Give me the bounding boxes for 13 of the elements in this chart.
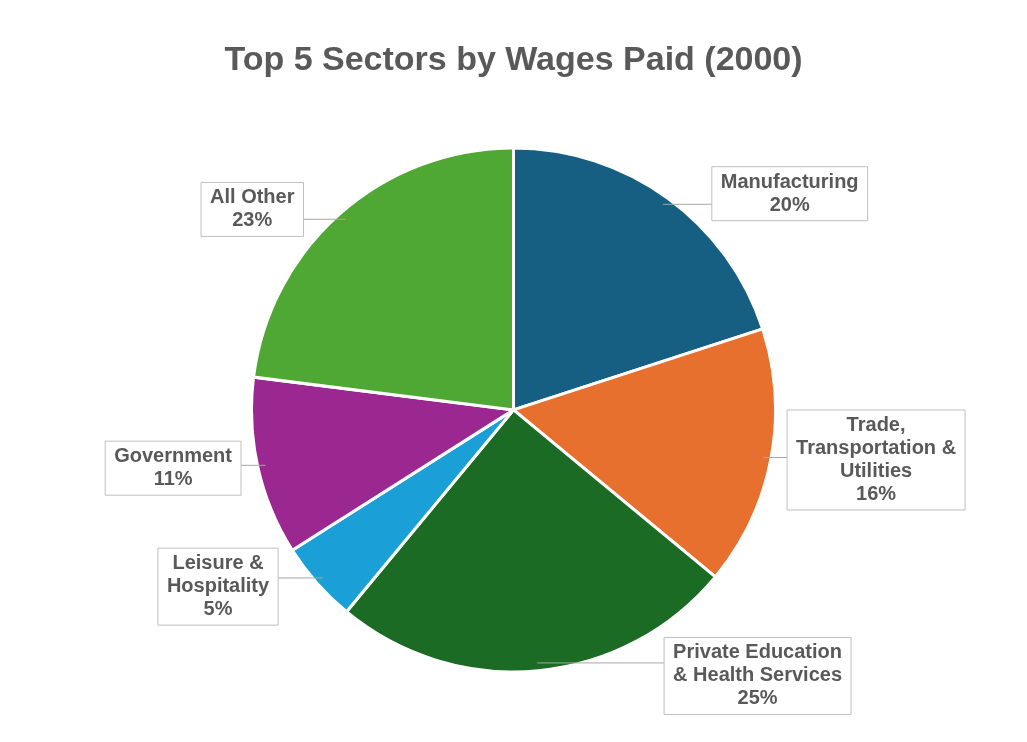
slice-label: Manufacturing bbox=[720, 169, 859, 192]
slice-label: All Other bbox=[210, 185, 295, 208]
data-label: 16% bbox=[856, 481, 897, 504]
slice-label: Private Education & Health Services bbox=[673, 640, 843, 686]
data-label: 25% bbox=[737, 686, 778, 709]
data-label: 20% bbox=[769, 192, 810, 215]
slice-label: Leisure & Hospitality bbox=[166, 551, 270, 597]
slice-label: Government bbox=[114, 444, 233, 467]
data-label: 5% bbox=[203, 597, 233, 620]
slice-label: Trade, Transportation & Utilities bbox=[796, 412, 957, 481]
chart-title: Top 5 Sectors by Wages Paid (2000) bbox=[224, 38, 803, 77]
data-label: 11% bbox=[153, 467, 193, 490]
data-label: 23% bbox=[232, 208, 273, 231]
